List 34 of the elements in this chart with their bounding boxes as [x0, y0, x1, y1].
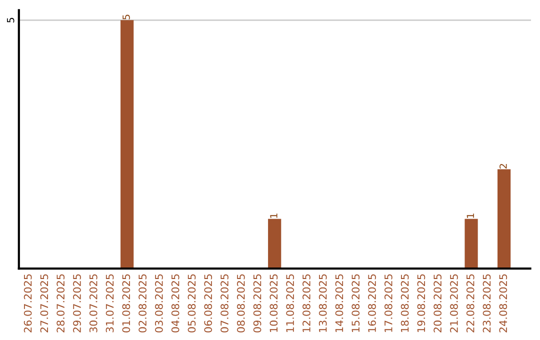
x-tick-label: 04.08.2025: [171, 274, 180, 332]
x-tick-label: 22.08.2025: [466, 274, 474, 332]
x-tick-label: 15.08.2025: [352, 274, 360, 332]
x-tick-label: 26.07.2025: [24, 274, 32, 332]
data-label: 2: [500, 164, 507, 169]
x-tick-label: 11.08.2025: [286, 274, 294, 332]
data-label: 1: [466, 214, 474, 218]
x-tick-label: 18.08.2025: [400, 274, 409, 332]
data-label: 1: [270, 214, 278, 218]
x-tick-label: 09.08.2025: [253, 274, 262, 332]
x-tick-label: 31.07.2025: [106, 274, 114, 332]
x-tick-label: 29.07.2025: [73, 274, 81, 332]
x-tick-label: 21.08.2025: [450, 274, 458, 332]
x-tick-label: 03.08.2025: [155, 274, 163, 332]
x-tick-label: 13.08.2025: [318, 274, 327, 332]
x-tick-label: 23.08.2025: [482, 274, 491, 332]
x-tick-label: 10.08.2025: [270, 274, 278, 332]
x-tick-label: 06.08.2025: [204, 274, 212, 332]
x-tick-label: 14.08.2025: [335, 274, 344, 332]
x-tick-label: 07.08.2025: [220, 274, 228, 332]
x-tick-label: 19.08.2025: [417, 274, 426, 332]
x-tick-label: 20.08.2025: [434, 274, 442, 332]
x-tick-label: 01.08.2025: [122, 274, 130, 332]
x-tick-label: 28.07.2025: [56, 274, 65, 332]
x-tick-label: 27.07.2025: [40, 274, 48, 332]
x-tick-label: 12.08.2025: [302, 274, 310, 332]
x-tick-label: 30.07.2025: [89, 274, 98, 332]
x-tick-label: 05.08.2025: [188, 274, 196, 332]
x-tick-label: 02.08.2025: [138, 274, 146, 332]
x-tick-label: 16.08.2025: [368, 274, 376, 332]
x-tick-label: 24.08.2025: [499, 274, 508, 332]
x-tick-label: 17.08.2025: [384, 274, 392, 332]
data-label: 5: [122, 14, 130, 20]
x-tick-label: 08.08.2025: [236, 274, 245, 332]
